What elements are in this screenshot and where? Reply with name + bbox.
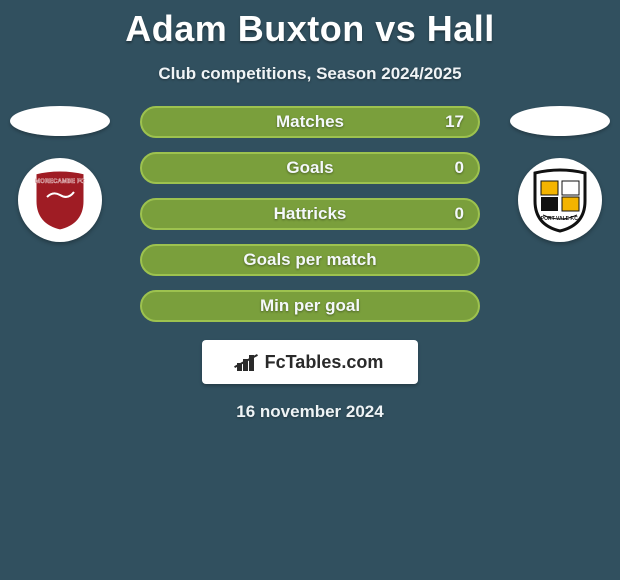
svg-text:PORT VALE F.C.: PORT VALE F.C.	[541, 216, 580, 222]
stat-label: Goals	[286, 158, 333, 178]
stat-right-value: 0	[455, 204, 464, 224]
shield-right-icon: PORT VALE F.C.	[531, 167, 589, 233]
comparison-panel: MORECAMBE FC PORT VALE F.C.	[0, 106, 620, 422]
stat-row-matches: Matches 17	[140, 106, 480, 138]
stat-label: Hattricks	[274, 204, 347, 224]
page-subtitle: Club competitions, Season 2024/2025	[0, 64, 620, 84]
stat-right-value: 0	[455, 158, 464, 178]
club-crest-left: MORECAMBE FC	[18, 158, 102, 242]
brand-label: FcTables.com	[265, 352, 384, 373]
stat-label: Min per goal	[260, 296, 360, 316]
stat-row-goals-per-match: Goals per match	[140, 244, 480, 276]
crest-right-svg: PORT VALE F.C.	[531, 167, 589, 233]
stat-label: Matches	[276, 112, 344, 132]
player-left-column: MORECAMBE FC	[0, 106, 120, 242]
stat-label: Goals per match	[243, 250, 376, 270]
shield-left-icon: MORECAMBE FC	[31, 167, 89, 233]
jersey-left-icon	[10, 106, 110, 136]
page-title: Adam Buxton vs Hall	[0, 0, 620, 50]
crest-left-svg: MORECAMBE FC	[31, 167, 89, 233]
footer-date: 16 november 2024	[0, 402, 620, 422]
brand-badge: FcTables.com	[202, 340, 418, 384]
stat-bars: Matches 17 Goals 0 Hattricks 0 Goals per…	[140, 106, 480, 322]
stat-right-value: 17	[445, 112, 464, 132]
jersey-right-icon	[510, 106, 610, 136]
club-crest-right: PORT VALE F.C.	[518, 158, 602, 242]
svg-text:MORECAMBE FC: MORECAMBE FC	[35, 179, 85, 185]
barchart-icon	[237, 353, 259, 371]
stat-row-goals: Goals 0	[140, 152, 480, 184]
stat-row-min-per-goal: Min per goal	[140, 290, 480, 322]
player-right-column: PORT VALE F.C.	[500, 106, 620, 242]
stat-row-hattricks: Hattricks 0	[140, 198, 480, 230]
